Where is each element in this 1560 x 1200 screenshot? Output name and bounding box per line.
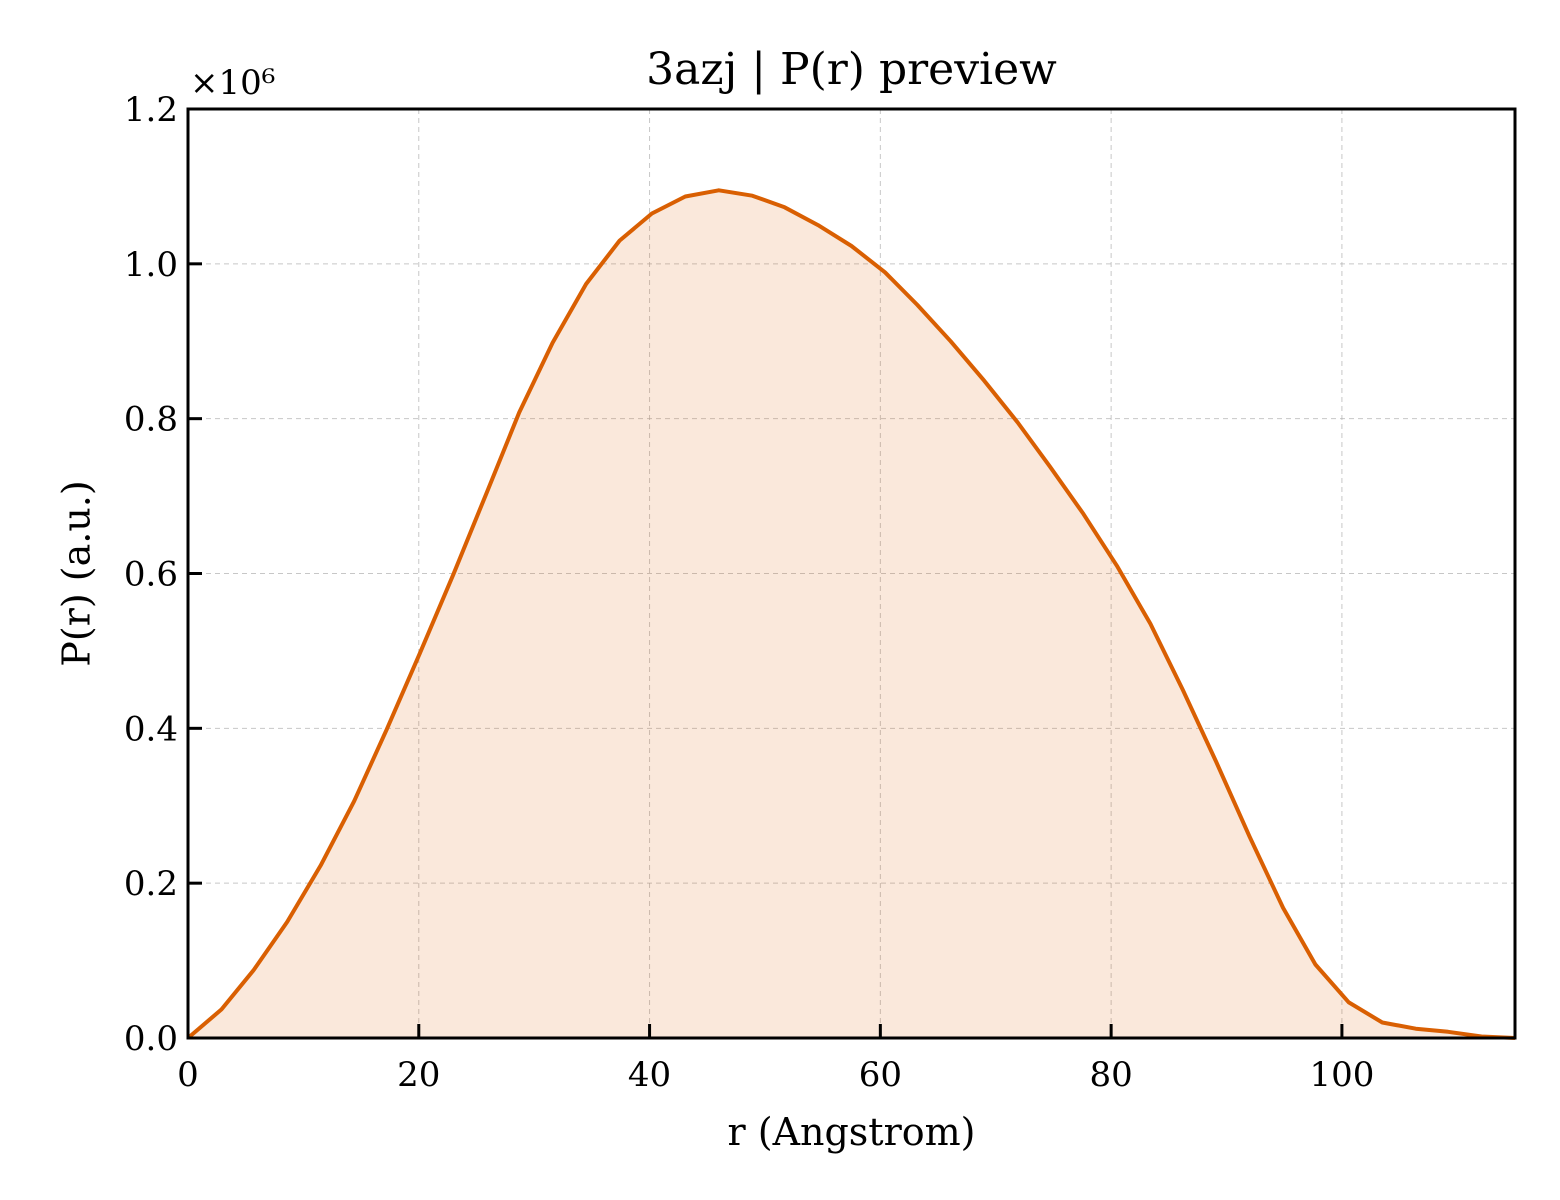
x-tick-label: 60 [859, 1055, 902, 1095]
y-tick-label: 0.6 [124, 555, 178, 595]
x-tick-label: 40 [628, 1055, 671, 1095]
x-tick-label: 0 [177, 1055, 199, 1095]
x-tick-label: 80 [1089, 1055, 1132, 1095]
axis-ticks: 0 20 40 60 80 100 0.0 0.2 0.4 0.6 0.8 1.0 1.2 [124, 90, 1374, 1095]
y-tick-label: 0.4 [124, 709, 178, 749]
x-axis-label: r (Angstrom) [728, 1110, 976, 1154]
pr-area-fill [188, 190, 1515, 1039]
y-axis-label: P(r) (a.u.) [55, 480, 99, 666]
y-tick-label: 0.8 [124, 400, 178, 440]
x-tick-label: 20 [397, 1055, 440, 1095]
pr-series-line [186, 188, 1516, 1040]
y-tick-label: 1.0 [124, 245, 178, 285]
x-tick-label: 100 [1309, 1055, 1374, 1095]
y-tick-label: 0.0 [124, 1019, 178, 1059]
y-tick-label: 0.2 [124, 864, 178, 904]
y-tick-label: 1.2 [124, 90, 178, 130]
chart-title: 3azj | P(r) preview [646, 44, 1057, 95]
y-axis-offset-label: ×10⁶ [190, 63, 275, 103]
grid [188, 109, 1515, 1038]
